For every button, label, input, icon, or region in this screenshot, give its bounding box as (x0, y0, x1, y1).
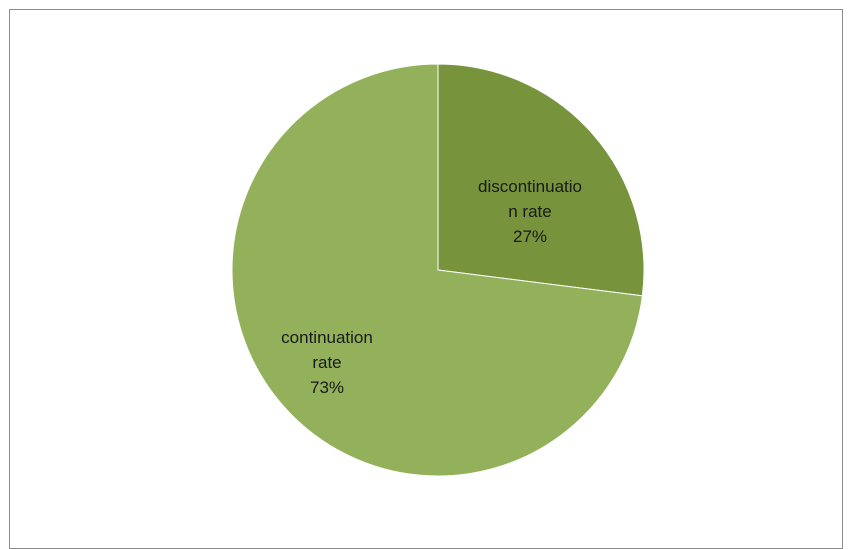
data-label-continuation-rate: continuation rate 73% (281, 328, 373, 397)
pie-slice-discontinuation-rate (437, 63, 645, 297)
data-label-discontinuation-rate: discontinuatio n rate 27% (478, 177, 582, 246)
pie-chart: discontinuatio n rate 27% continuation rate 7… (231, 63, 645, 477)
pie-slice-continuation-rate (231, 63, 643, 477)
chart-area: discontinuatio n rate 27% continuation rate 7… (9, 9, 843, 549)
